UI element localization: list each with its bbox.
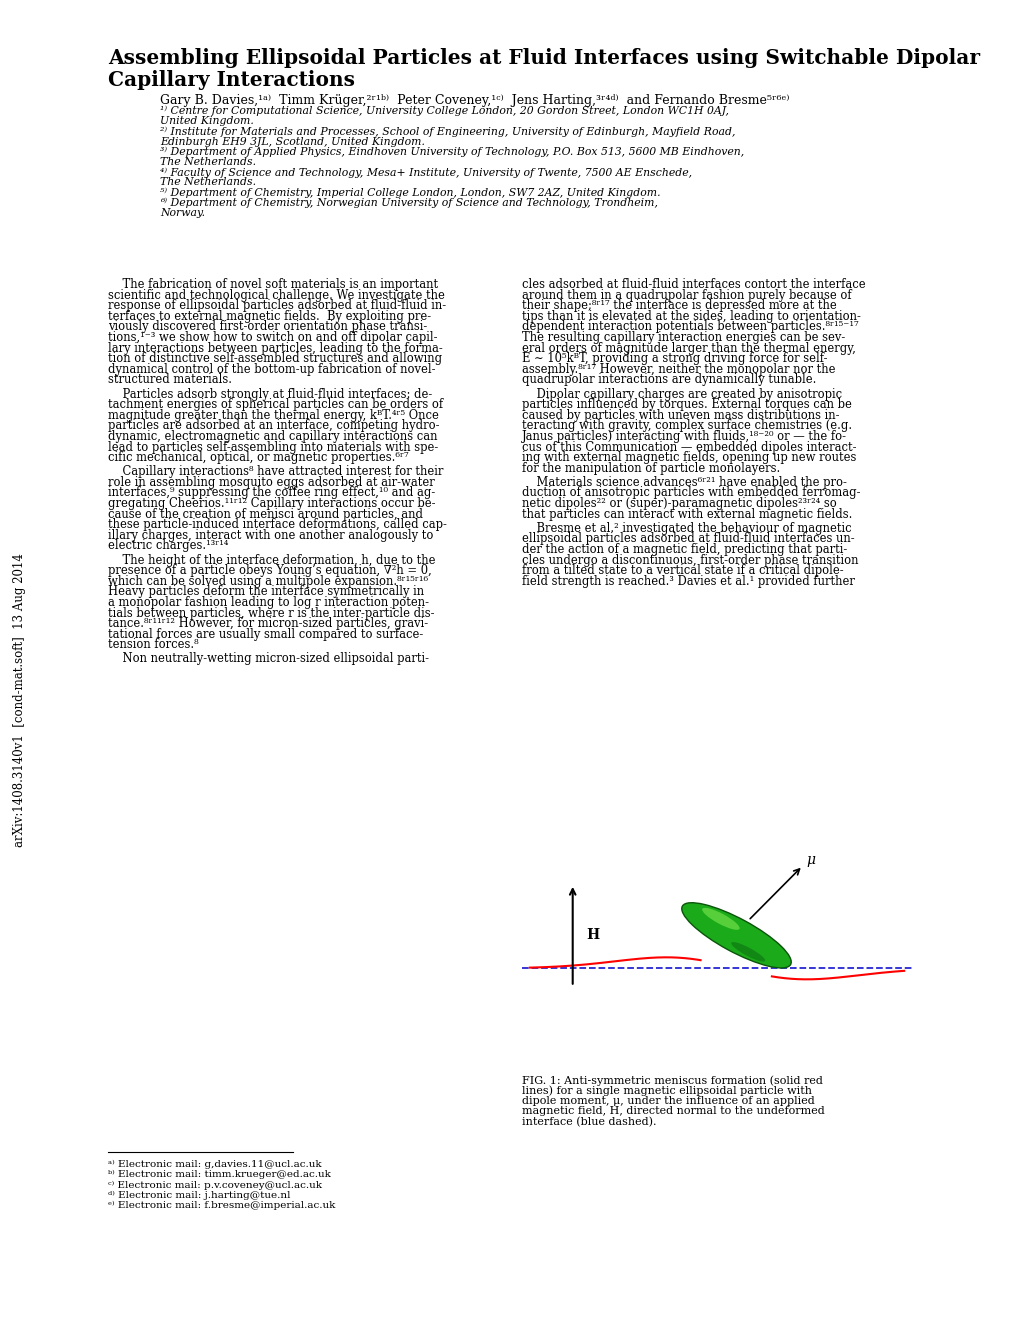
Text: ¹⁾ Centre for Computational Science, University College London, 20 Gordon Street: ¹⁾ Centre for Computational Science, Uni… xyxy=(160,106,729,116)
Text: dynamic, electromagnetic and capillary interactions can: dynamic, electromagnetic and capillary i… xyxy=(108,430,437,444)
Text: tension forces.⁸: tension forces.⁸ xyxy=(108,639,199,651)
Text: lary interactions between particles, leading to the forma-: lary interactions between particles, lea… xyxy=(108,342,442,355)
Text: viously discovered first-order orientation phase transi-: viously discovered first-order orientati… xyxy=(108,321,427,334)
Text: ᵇ⁾ Electronic mail: timm.krueger@ed.ac.uk: ᵇ⁾ Electronic mail: timm.krueger@ed.ac.u… xyxy=(108,1171,330,1179)
Ellipse shape xyxy=(731,942,764,962)
Text: Bresme et al.² investigated the behaviour of magnetic: Bresme et al.² investigated the behaviou… xyxy=(522,521,851,535)
Text: caused by particles with uneven mass distributions in-: caused by particles with uneven mass dis… xyxy=(522,409,839,421)
Text: cus of this Communication — embedded dipoles interact-: cus of this Communication — embedded dip… xyxy=(522,441,856,454)
Text: tials between particles, where r is the inter-particle dis-: tials between particles, where r is the … xyxy=(108,606,434,619)
Text: lines) for a single magnetic ellipsoidal particle with: lines) for a single magnetic ellipsoidal… xyxy=(522,1085,811,1096)
Ellipse shape xyxy=(701,908,739,929)
Text: response of ellipsoidal particles adsorbed at fluid-fluid in-: response of ellipsoidal particles adsorb… xyxy=(108,300,445,313)
Text: ᶜ⁾ Electronic mail: p.v.coveney@ucl.ac.uk: ᶜ⁾ Electronic mail: p.v.coveney@ucl.ac.u… xyxy=(108,1180,322,1189)
Text: a monopolar fashion leading to log r interaction poten-: a monopolar fashion leading to log r int… xyxy=(108,595,429,609)
Text: der the action of a magnetic field, predicting that parti-: der the action of a magnetic field, pred… xyxy=(522,543,847,556)
Text: The height of the interface deformation, h, due to the: The height of the interface deformation,… xyxy=(108,553,435,566)
Text: The fabrication of novel soft materials is an important: The fabrication of novel soft materials … xyxy=(108,279,438,290)
Text: from a tilted state to a vertical state if a critical dipole-: from a tilted state to a vertical state … xyxy=(522,564,843,577)
Text: magnitude greater than the thermal energy, kᴮT.⁴ʳ⁵ Once: magnitude greater than the thermal energ… xyxy=(108,409,438,421)
Text: electric charges.¹³ʳ¹⁴: electric charges.¹³ʳ¹⁴ xyxy=(108,540,228,552)
Text: netic dipoles²² or (super)-paramagnetic dipoles²³ʳ²⁴ so: netic dipoles²² or (super)-paramagnetic … xyxy=(522,498,836,510)
Text: ing with external magnetic fields, opening up new routes: ing with external magnetic fields, openi… xyxy=(522,451,856,465)
Text: Norway.: Norway. xyxy=(160,209,205,218)
Text: ᵉ⁾ Electronic mail: f.bresme@imperial.ac.uk: ᵉ⁾ Electronic mail: f.bresme@imperial.ac… xyxy=(108,1201,335,1210)
Text: ᵃ⁾ Electronic mail: g,davies.11@ucl.ac.uk: ᵃ⁾ Electronic mail: g,davies.11@ucl.ac.u… xyxy=(108,1160,321,1170)
Text: role in assembling mosquito eggs adsorbed at air-water: role in assembling mosquito eggs adsorbe… xyxy=(108,475,434,488)
Text: Particles adsorb strongly at fluid-fluid interfaces: de-: Particles adsorb strongly at fluid-fluid… xyxy=(108,388,432,400)
Text: ⁵⁾ Department of Chemistry, Imperial College London, London, SW7 2AZ, United Kin: ⁵⁾ Department of Chemistry, Imperial Col… xyxy=(160,187,660,198)
Text: terfaces to external magnetic fields.  By exploiting pre-: terfaces to external magnetic fields. By… xyxy=(108,310,431,323)
Text: these particle-induced interface deformations, called cap-: these particle-induced interface deforma… xyxy=(108,519,446,531)
Text: ²⁾ Institute for Materials and Processes, School of Engineering, University of E: ²⁾ Institute for Materials and Processes… xyxy=(160,127,735,137)
Text: United Kingdom.: United Kingdom. xyxy=(160,116,254,127)
Text: The Netherlands.: The Netherlands. xyxy=(160,157,256,168)
Text: Non neutrally-wetting micron-sized ellipsoidal parti-: Non neutrally-wetting micron-sized ellip… xyxy=(108,652,429,665)
Text: dependent interaction potentials between particles.⁸ʳ¹⁵⁻¹⁷: dependent interaction potentials between… xyxy=(522,321,858,334)
Text: dynamical control of the bottom-up fabrication of novel-: dynamical control of the bottom-up fabri… xyxy=(108,363,435,376)
Text: arXiv:1408.3140v1  [cond-mat.soft]  13 Aug 2014: arXiv:1408.3140v1 [cond-mat.soft] 13 Aug… xyxy=(13,553,26,847)
Text: illary charges, interact with one another analogously to: illary charges, interact with one anothe… xyxy=(108,529,433,541)
Text: Assembling Ellipsoidal Particles at Fluid Interfaces using Switchable Dipolar: Assembling Ellipsoidal Particles at Flui… xyxy=(108,48,979,69)
Text: tion of distinctive self-assembled structures and allowing: tion of distinctive self-assembled struc… xyxy=(108,352,441,366)
Text: cles undergo a discontinuous, first-order phase transition: cles undergo a discontinuous, first-orde… xyxy=(522,553,858,566)
Text: tance.⁸ʳ¹¹ʳ¹² However, for micron-sized particles, gravi-: tance.⁸ʳ¹¹ʳ¹² However, for micron-sized … xyxy=(108,618,428,630)
Text: Capillary Interactions: Capillary Interactions xyxy=(108,70,355,90)
Text: lead to particles self-assembling into materials with spe-: lead to particles self-assembling into m… xyxy=(108,441,438,454)
Text: Edinburgh EH9 3JL, Scotland, United Kingdom.: Edinburgh EH9 3JL, Scotland, United King… xyxy=(160,136,425,147)
Text: ᵈ⁾ Electronic mail: j.harting@tue.nl: ᵈ⁾ Electronic mail: j.harting@tue.nl xyxy=(108,1191,290,1200)
Text: tational forces are usually small compared to surface-: tational forces are usually small compar… xyxy=(108,628,423,640)
Text: μ: μ xyxy=(806,853,815,867)
Text: gregating Cheerios.¹¹ʳ¹² Capillary interactions occur be-: gregating Cheerios.¹¹ʳ¹² Capillary inter… xyxy=(108,498,435,510)
Text: structured materials.: structured materials. xyxy=(108,374,231,387)
Text: E ∼ 10⁵kᴮT, providing a strong driving force for self-: E ∼ 10⁵kᴮT, providing a strong driving f… xyxy=(522,352,826,366)
Text: tions,¹⁻³ we show how to switch on and off dipolar capil-: tions,¹⁻³ we show how to switch on and o… xyxy=(108,331,437,345)
Text: for the manipulation of particle monolayers.: for the manipulation of particle monolay… xyxy=(522,462,780,475)
Text: ³⁾ Department of Applied Physics, Eindhoven University of Technology, P.O. Box 5: ³⁾ Department of Applied Physics, Eindho… xyxy=(160,147,744,157)
Text: teracting with gravity, complex surface chemistries (e.g.: teracting with gravity, complex surface … xyxy=(522,420,851,433)
Text: interface (blue dashed).: interface (blue dashed). xyxy=(522,1117,656,1127)
Text: Dipolar capillary charges are created by anisotropic: Dipolar capillary charges are created by… xyxy=(522,388,842,400)
Text: Janus particles) interacting with fluids,¹⁸⁻²⁰ or — the fo-: Janus particles) interacting with fluids… xyxy=(522,430,846,444)
Text: FIG. 1: Anti-symmetric meniscus formation (solid red: FIG. 1: Anti-symmetric meniscus formatio… xyxy=(522,1074,822,1085)
Text: The resulting capillary interaction energies can be sev-: The resulting capillary interaction ener… xyxy=(522,331,845,345)
Text: cause of the creation of menisci around particles, and: cause of the creation of menisci around … xyxy=(108,508,423,520)
Text: interfaces,⁹ suppressing the coffee ring effect,¹⁰ and ag-: interfaces,⁹ suppressing the coffee ring… xyxy=(108,486,435,499)
Text: Materials science advances⁶ʳ²¹ have enabled the pro-: Materials science advances⁶ʳ²¹ have enab… xyxy=(522,475,846,488)
Text: particles influenced by torques. External torques can be: particles influenced by torques. Externa… xyxy=(522,399,851,411)
Text: presence of a particle obeys Young’s equation, ∇²h = 0,: presence of a particle obeys Young’s equ… xyxy=(108,564,431,577)
Text: The Netherlands.: The Netherlands. xyxy=(160,177,256,187)
Text: duction of anisotropic particles with embedded ferromag-: duction of anisotropic particles with em… xyxy=(522,486,860,499)
Text: tachment energies of spherical particles can be orders of: tachment energies of spherical particles… xyxy=(108,399,442,411)
Text: that particles can interact with external magnetic fields.: that particles can interact with externa… xyxy=(522,508,852,520)
Text: particles are adsorbed at an interface, competing hydro-: particles are adsorbed at an interface, … xyxy=(108,420,439,433)
Text: which can be solved using a multipole expansion.⁸ʳ¹⁵ʳ¹⁶: which can be solved using a multipole ex… xyxy=(108,574,428,587)
Text: cific mechanical, optical, or magnetic properties.⁶ʳ⁷: cific mechanical, optical, or magnetic p… xyxy=(108,451,409,465)
Text: Capillary interactions⁸ have attracted interest for their: Capillary interactions⁸ have attracted i… xyxy=(108,465,443,478)
Text: tips than it is elevated at the sides, leading to orientation-: tips than it is elevated at the sides, l… xyxy=(522,310,860,323)
Text: ⁶⁾ Department of Chemistry, Norwegian University of Science and Technology, Tron: ⁶⁾ Department of Chemistry, Norwegian Un… xyxy=(160,198,657,209)
Text: eral orders of magnitude larger than the thermal energy,: eral orders of magnitude larger than the… xyxy=(522,342,855,355)
Text: cles adsorbed at fluid-fluid interfaces contort the interface: cles adsorbed at fluid-fluid interfaces … xyxy=(522,279,865,290)
Text: Heavy particles deform the interface symmetrically in: Heavy particles deform the interface sym… xyxy=(108,585,424,598)
Text: assembly.⁸ʳ¹⁷ However, neither the monopolar nor the: assembly.⁸ʳ¹⁷ However, neither the monop… xyxy=(522,363,835,376)
Text: ⁴⁾ Faculty of Science and Technology, Mesa+ Institute, University of Twente, 750: ⁴⁾ Faculty of Science and Technology, Me… xyxy=(160,168,692,178)
Text: around them in a quadrupolar fashion purely because of: around them in a quadrupolar fashion pur… xyxy=(522,289,851,301)
Text: quadrupolar interactions are dynamically tunable.: quadrupolar interactions are dynamically… xyxy=(522,374,815,387)
Text: scientific and technological challenge. We investigate the: scientific and technological challenge. … xyxy=(108,289,444,301)
Text: Gary B. Davies,¹ᵃ⁾  Timm Krüger,²ʳ¹ᵇ⁾  Peter Coveney,¹ᶜ⁾  Jens Harting,³ʳ⁴ᵈ⁾  an: Gary B. Davies,¹ᵃ⁾ Timm Krüger,²ʳ¹ᵇ⁾ Pet… xyxy=(160,94,789,107)
Ellipse shape xyxy=(681,903,791,968)
Text: ellipsoidal particles adsorbed at fluid-fluid interfaces un-: ellipsoidal particles adsorbed at fluid-… xyxy=(522,532,854,545)
Text: field strength is reached.³ Davies et al.¹ provided further: field strength is reached.³ Davies et al… xyxy=(522,574,854,587)
Text: magnetic field, H, directed normal to the undeformed: magnetic field, H, directed normal to th… xyxy=(522,1106,824,1117)
Text: their shape;⁸ʳ¹⁷ the interface is depressed more at the: their shape;⁸ʳ¹⁷ the interface is depres… xyxy=(522,300,836,313)
Text: dipole moment, μ, under the influence of an applied: dipole moment, μ, under the influence of… xyxy=(522,1096,814,1106)
Text: H: H xyxy=(586,928,599,942)
